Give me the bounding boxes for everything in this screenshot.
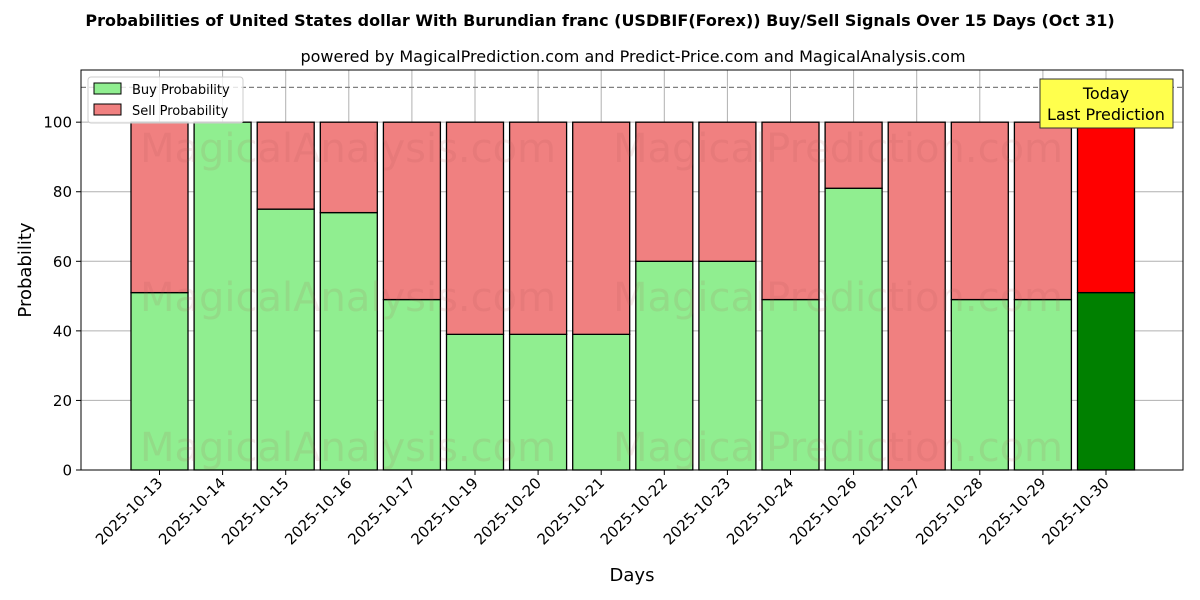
y-tick-label: 80 [53, 183, 72, 201]
bar-group [824, 121, 883, 471]
bar-buy [572, 333, 631, 471]
x-tick-label: 2025-10-17 [344, 474, 418, 548]
bar-group [445, 121, 505, 471]
legend: Buy Probability Sell Probability [87, 76, 244, 124]
bar-sell [1013, 121, 1073, 301]
bar-sell [824, 121, 883, 189]
bar-buy [950, 298, 1009, 471]
bar-sell [256, 121, 315, 210]
y-axis-ticks: 0 20 40 60 80 100 [43, 114, 81, 480]
bar-group [887, 121, 946, 471]
bar-buy [193, 121, 252, 471]
annotation-line-2: Last Prediction [1047, 105, 1165, 124]
bar-buy [698, 260, 757, 471]
annotation-box [1039, 78, 1174, 129]
x-tick-label: 2025-10-27 [849, 474, 923, 548]
x-axis-label: Days [610, 565, 655, 586]
bar-group [256, 121, 315, 471]
legend-box [87, 76, 244, 124]
bar-buy [761, 298, 820, 471]
bar-sell [572, 121, 631, 335]
bar-sell [508, 121, 568, 335]
legend-label-sell: Sell Probability [132, 104, 229, 119]
bar-buy [824, 187, 883, 471]
legend-swatch-buy [93, 82, 122, 95]
bar-group [761, 121, 820, 471]
y-tick-label: 20 [53, 392, 72, 410]
bar-sell [1076, 121, 1136, 294]
bar-group [1013, 121, 1073, 471]
watermarks: MagicalAnalysis.com MagicalPrediction.com… [140, 126, 1063, 471]
watermark-text: MagicalPrediction.com [613, 425, 1063, 471]
x-tick-label: 2025-10-21 [534, 474, 608, 548]
y-tick-label: 100 [43, 114, 72, 132]
watermark-text: MagicalAnalysis.com [140, 275, 556, 321]
bar-group [130, 121, 189, 471]
x-tick-label: 2025-10-20 [471, 474, 545, 548]
x-tick-label: 2025-10-16 [281, 474, 355, 548]
bar-group [508, 121, 568, 471]
bars [130, 121, 1136, 471]
watermark-text: MagicalPrediction.com [613, 126, 1063, 172]
bar-sell [445, 121, 505, 335]
bar-group [950, 121, 1009, 471]
x-tick-label: 2025-10-19 [407, 474, 481, 548]
axes-frame [80, 69, 1184, 471]
x-axis-ticks: 2025-10-132025-10-142025-10-152025-10-16… [92, 470, 1113, 548]
watermark-text: MagicalPrediction.com [613, 275, 1063, 321]
y-tick-label: 0 [62, 462, 72, 480]
x-tick-label: 2025-10-23 [660, 474, 734, 548]
bar-sell [130, 121, 189, 294]
bar-group [698, 121, 757, 471]
bar-group [572, 121, 631, 471]
annotation-line-1: Today [1082, 84, 1129, 103]
bar-sell [950, 121, 1009, 301]
legend-label-buy: Buy Probability [132, 83, 230, 98]
legend-swatch-sell [93, 103, 122, 116]
chart-subtitle: powered by MagicalPrediction.com and Pre… [300, 47, 965, 66]
bar-sell [382, 121, 442, 301]
x-tick-label: 2025-10-24 [723, 474, 797, 548]
y-tick-label: 40 [53, 322, 72, 340]
bar-group [635, 121, 694, 471]
bar-buy [635, 260, 694, 471]
x-tick-label: 2025-10-13 [92, 474, 166, 548]
bar-sell [887, 121, 946, 471]
x-tick-label: 2025-10-30 [1038, 474, 1112, 548]
bar-buy [319, 211, 378, 471]
watermark-text: MagicalAnalysis.com [140, 425, 556, 471]
chart-title: Probabilities of United States dollar Wi… [85, 11, 1114, 30]
bar-sell [319, 121, 378, 214]
bar-group [193, 121, 252, 471]
bar-group [1076, 121, 1136, 471]
watermark-text: MagicalAnalysis.com [140, 126, 556, 172]
x-tick-label: 2025-10-26 [786, 474, 860, 548]
y-axis-label: Probability [15, 222, 36, 317]
x-tick-label: 2025-10-29 [975, 474, 1049, 548]
bar-group [319, 121, 378, 471]
x-tick-label: 2025-10-14 [155, 474, 229, 548]
bar-sell [698, 121, 757, 262]
bar-group [382, 121, 442, 471]
today-annotation: Today Last Prediction [1039, 78, 1174, 129]
bar-sell [761, 121, 820, 301]
y-tick-label: 60 [53, 253, 72, 271]
x-tick-label: 2025-10-15 [218, 474, 292, 548]
bar-buy [1076, 291, 1136, 471]
x-tick-label: 2025-10-28 [912, 474, 986, 548]
bar-buy [508, 333, 568, 471]
bar-sell [635, 121, 694, 262]
x-tick-label: 2025-10-22 [597, 474, 671, 548]
